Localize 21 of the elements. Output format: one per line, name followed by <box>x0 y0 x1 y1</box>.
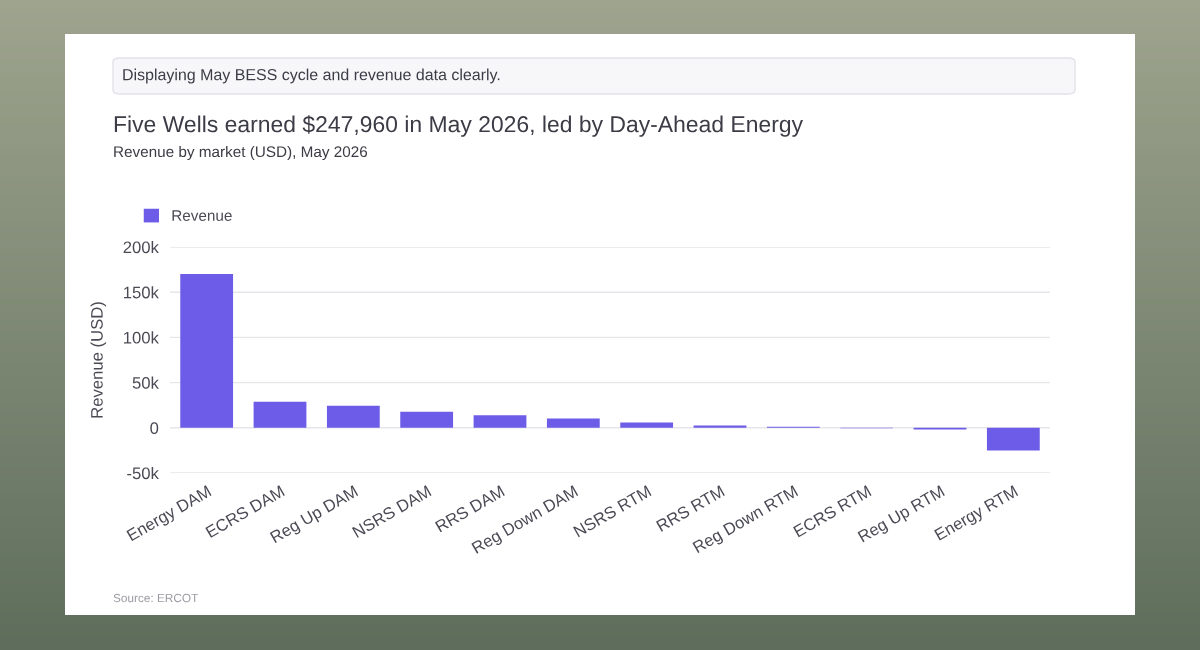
legend-label: Revenue <box>172 210 232 221</box>
y-tick-label: 200k <box>123 240 159 254</box>
chart-subtitle: Revenue by market (USD), May 2026 <box>114 145 368 161</box>
y-tick-label: -50k <box>127 466 159 480</box>
bar <box>326 405 380 428</box>
y-tick-label: 100k <box>124 331 159 344</box>
chart-title: Five Wells earned $247,960 in May 2026, led by Day-Ahead Energy <box>114 115 803 137</box>
bar <box>986 427 1040 451</box>
y-tick-label: 150k <box>124 286 159 299</box>
source-note: Source: ERCOT <box>113 593 199 603</box>
y-tick-label: 50k <box>132 376 159 389</box>
text: Displaying May BESS cycle and revenue data clearly. <box>123 68 500 84</box>
y-tick-label: 0 <box>150 422 159 434</box>
bar <box>546 418 600 428</box>
bar <box>253 401 307 428</box>
y-axis-title: Revenue (USD) <box>90 302 107 418</box>
bar <box>400 411 454 428</box>
bar <box>473 415 527 428</box>
bar <box>693 425 747 428</box>
bar <box>620 422 674 428</box>
bar <box>180 274 234 428</box>
